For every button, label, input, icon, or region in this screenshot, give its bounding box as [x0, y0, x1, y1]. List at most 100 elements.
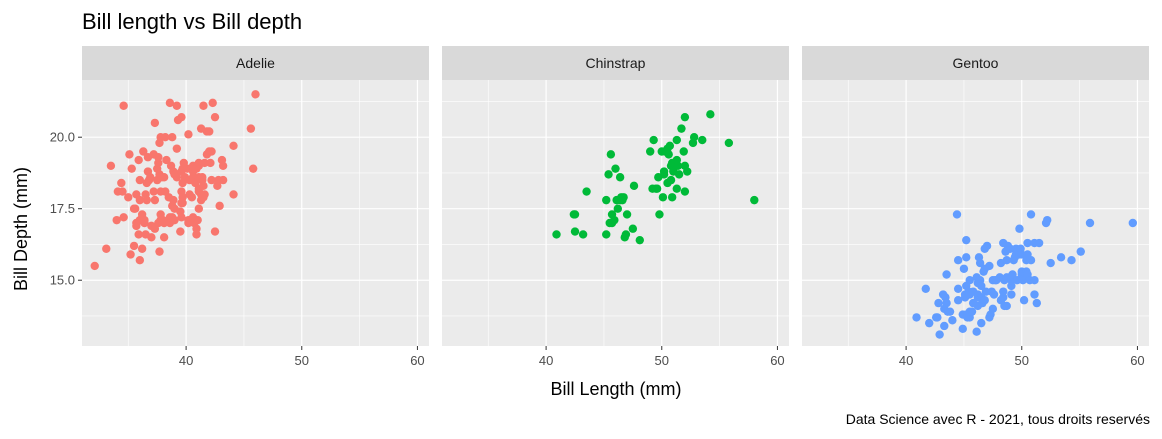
data-point [602, 230, 611, 239]
data-point [706, 110, 715, 119]
data-point [1085, 218, 1095, 228]
data-point [102, 244, 111, 253]
panel-background [82, 80, 429, 346]
data-point [178, 193, 187, 202]
data-point [680, 187, 690, 196]
data-point [674, 170, 684, 179]
data-point [965, 276, 974, 285]
data-point [177, 112, 186, 122]
data-point [112, 215, 121, 225]
x-tick-label: 50 [1015, 353, 1029, 368]
data-point [672, 135, 682, 145]
data-point [667, 193, 677, 202]
data-point [619, 193, 628, 202]
data-point [972, 327, 981, 336]
data-point [1056, 253, 1066, 262]
facet-strip [82, 46, 429, 80]
data-point [218, 161, 228, 171]
data-point [655, 210, 664, 219]
data-point [208, 98, 217, 108]
data-point [664, 150, 673, 159]
data-point [1012, 276, 1022, 285]
data-point [578, 230, 588, 239]
facet-label: Chinstrap [586, 55, 646, 71]
data-point [172, 144, 182, 153]
data-point [210, 227, 220, 236]
x-axis-title: Bill Length (mm) [550, 379, 681, 399]
data-point [119, 213, 128, 222]
x-tick-label: 60 [410, 353, 424, 368]
data-point [135, 195, 145, 205]
data-point [981, 287, 991, 296]
x-tick-label: 40 [539, 353, 553, 368]
data-point [967, 307, 977, 316]
chart-title: Bill length vs Bill depth [82, 9, 302, 34]
data-point [635, 235, 644, 245]
data-point [1008, 270, 1017, 279]
data-point [1034, 238, 1044, 248]
data-point [118, 187, 127, 196]
data-point [962, 253, 971, 262]
x-tick-label: 40 [899, 353, 913, 368]
data-point [1006, 244, 1015, 253]
data-point [170, 215, 179, 225]
data-point [604, 170, 613, 179]
data-point [198, 173, 207, 182]
data-point [958, 324, 967, 334]
data-point [665, 141, 675, 150]
data-point [1017, 250, 1026, 259]
data-point [935, 330, 944, 339]
data-point [229, 141, 238, 150]
data-point [184, 130, 193, 139]
data-point [129, 241, 139, 251]
data-point [137, 244, 147, 253]
data-point [206, 158, 215, 168]
data-point [159, 233, 169, 242]
data-point [199, 101, 208, 110]
data-point [1032, 298, 1042, 308]
x-tick-label: 40 [179, 353, 193, 368]
data-point [177, 213, 186, 222]
data-point [552, 230, 561, 239]
data-point [1128, 218, 1138, 228]
data-point [677, 124, 686, 133]
data-point [602, 195, 611, 205]
data-point [127, 164, 136, 173]
data-point [570, 227, 580, 236]
data-point [124, 193, 133, 202]
data-point [1043, 215, 1052, 225]
data-point [948, 316, 957, 325]
data-point [1067, 255, 1076, 265]
data-point [1015, 224, 1024, 233]
data-point [962, 235, 971, 245]
data-point [162, 155, 171, 165]
data-point [658, 193, 668, 202]
data-point [1076, 247, 1085, 256]
data-point [934, 298, 943, 308]
data-point [649, 135, 658, 145]
data-point [977, 318, 986, 328]
data-point [218, 175, 228, 185]
data-point [1023, 238, 1032, 248]
data-point [942, 270, 951, 279]
data-point [953, 284, 963, 293]
data-point [1046, 258, 1055, 268]
data-point [622, 210, 632, 219]
data-point [169, 195, 178, 205]
data-point [952, 210, 962, 219]
data-point [139, 147, 148, 156]
data-point [207, 175, 216, 185]
data-point [953, 255, 963, 265]
data-point [205, 127, 214, 136]
data-point [200, 190, 209, 199]
data-point [940, 321, 949, 331]
data-point [611, 164, 620, 173]
data-point [1026, 255, 1036, 265]
data-point [724, 138, 734, 148]
data-point [1007, 290, 1016, 299]
data-point [689, 133, 699, 142]
data-point [146, 173, 155, 182]
data-point [646, 147, 655, 156]
data-point [982, 241, 992, 251]
